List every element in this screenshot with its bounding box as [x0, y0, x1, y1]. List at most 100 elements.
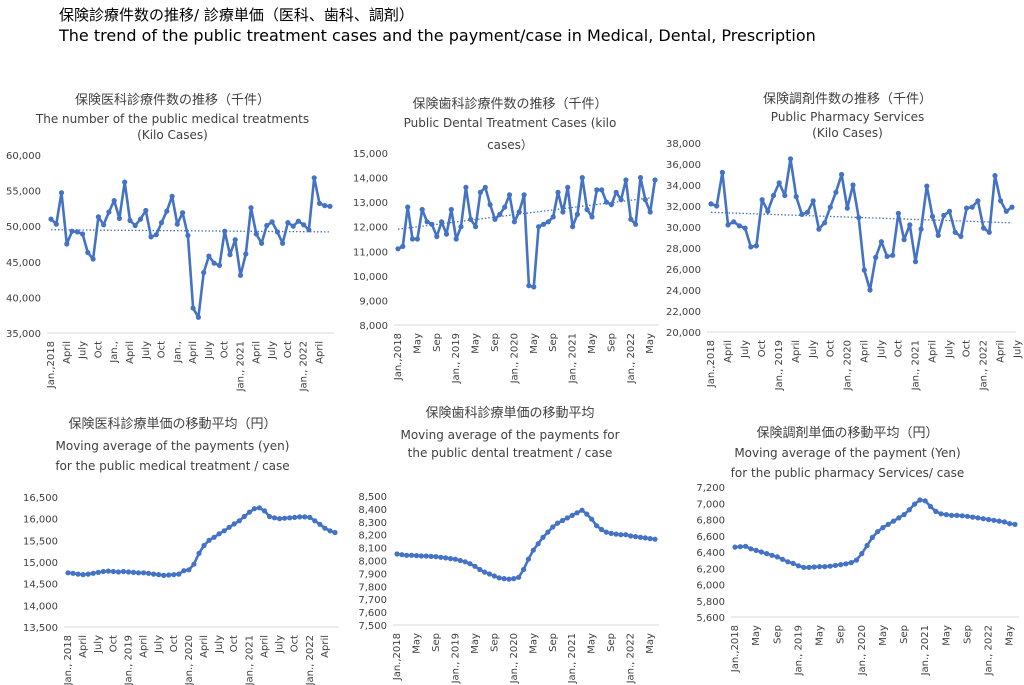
dental-cases-point — [647, 209, 653, 215]
pharmacy-cases-point — [992, 173, 998, 179]
dental-payment-point — [447, 556, 454, 562]
pharmacy-payment-point — [732, 544, 738, 550]
dental-payment-point — [467, 561, 473, 567]
dental-payment-point — [404, 552, 410, 558]
medical-cases-point — [243, 251, 249, 257]
pharmacy-cases-point — [833, 189, 839, 195]
pharmacy-payment-point — [975, 515, 981, 521]
pharmacy-payment-ytick-label: 6,200 — [696, 564, 725, 575]
dental-payment-ytick-label: 8,300 — [358, 518, 387, 529]
pharmacy-payment-point — [764, 551, 770, 557]
medical-cases-ytick-label: 45,000 — [6, 258, 41, 269]
medical-cases-point — [122, 179, 128, 185]
pharmacy-payment-point — [933, 508, 939, 514]
pharmacy-payment-point — [917, 497, 923, 503]
pharmacy-payment-ytick-label: 6,600 — [696, 532, 725, 543]
dental-payment-point — [579, 507, 585, 513]
dental-payment-xtick-label: Sep — [431, 633, 442, 652]
dental-payment-point — [594, 523, 600, 529]
pharmacy-cases-point — [748, 244, 754, 250]
pharmacy-cases-point — [839, 171, 845, 178]
medical-cases-panel: 保険医科診療件数の推移（千件） The number of the public … — [0, 85, 345, 390]
pharmacy-payment-point — [896, 515, 902, 521]
pharmacy-cases-point — [935, 232, 941, 238]
pharmacy-cases-ytick-label: 24,000 — [666, 286, 701, 297]
dental-payment-point — [559, 517, 566, 524]
dental-payment-ytick-label: 7,700 — [358, 595, 387, 606]
pharmacy-payment-point — [906, 507, 912, 513]
medical-cases-xtick-label: April — [188, 341, 199, 364]
pharmacy-cases-ytick-label: 22,000 — [666, 307, 701, 318]
medical-cases-xtick-label: April — [62, 341, 73, 364]
pharmacy-payment-xtick-label: Jan., 2019 — [793, 625, 804, 676]
dental-payment-point — [550, 524, 556, 530]
pharmacy-cases-point — [890, 252, 896, 258]
pharmacy-payment-xtick-label: May — [1005, 625, 1016, 646]
pharmacy-payment-xtick-label: Sep — [772, 625, 783, 644]
medical-payment-point — [226, 524, 232, 530]
medical-payment-point — [176, 571, 182, 577]
medical-payment-xtick-label: April — [78, 635, 89, 658]
dental-cases-point — [574, 211, 581, 217]
medical-cases-point — [322, 203, 328, 209]
medical-cases-point — [316, 200, 323, 206]
dental-cases-point — [473, 224, 479, 230]
pharmacy-cases-series-line — [710, 157, 1013, 292]
pharmacy-cases-point — [770, 192, 777, 199]
pharmacy-payment-title-line-0: 保険調剤単価の移動平均（円） — [756, 426, 939, 441]
pharmacy-payment-point — [748, 546, 754, 552]
medical-cases-point — [48, 216, 54, 222]
pharmacy-cases-panel: 保険調剤件数の推移（千件） Public Pharmacy Services (Ki… — [675, 85, 1020, 390]
dental-cases-point — [453, 236, 459, 242]
pharmacy-cases-point — [924, 183, 930, 189]
pharmacy-cases-point — [964, 205, 970, 211]
pharmacy-payment-point — [901, 511, 907, 518]
pharmacy-cases-xtick-label: April — [859, 340, 870, 363]
dental-cases-ytick-label: 10,000 — [353, 272, 388, 283]
dental-payment-point — [428, 553, 434, 560]
pharmacy-cases-point — [708, 201, 714, 207]
medical-cases-point — [132, 222, 138, 229]
medical-payment-title-line-0: 保険医科診療単価の移動平均（円） — [68, 417, 277, 432]
pharmacy-payment-xtick-label: Jan., 2022 — [984, 625, 995, 676]
dental-cases-xtick-label: Jan., 2021 — [568, 333, 579, 384]
pharmacy-payment-point — [816, 564, 823, 570]
medical-payment-point — [241, 513, 247, 520]
dental-cases-point — [555, 189, 561, 195]
pharmacy-cases-title-line-2: (Kilo Cases) — [812, 126, 883, 140]
dental-payment-point — [642, 535, 648, 541]
pharmacy-cases-point — [753, 243, 760, 249]
medical-payment-point — [251, 506, 257, 512]
medical-cases-xtick-label: Oct — [220, 341, 231, 358]
medical-payment-xtick-label: Oct — [108, 635, 119, 652]
medical-payment-xtick-label: April — [320, 635, 331, 658]
pharmacy-payment-point — [986, 516, 992, 523]
dental-payment-xtick-label: Sep — [489, 633, 500, 652]
dental-payment-xtick-label: Jan., 2022 — [626, 633, 637, 684]
medical-payment-point — [236, 518, 242, 524]
medical-cases-point — [295, 218, 301, 224]
pharmacy-payment-ytick-label: 6,800 — [696, 516, 725, 527]
medical-cases-point — [90, 256, 96, 262]
dental-payment-xtick-label: Jan.,2018 — [392, 633, 403, 681]
dental-payment-point — [472, 563, 478, 569]
dental-cases-point — [545, 219, 551, 225]
dental-payment-point — [486, 571, 493, 577]
pharmacy-cases-point — [981, 225, 987, 231]
pharmacy-cases-ytick-label: 38,000 — [666, 139, 701, 150]
dental-cases-xtick-label: May — [471, 333, 482, 354]
pharmacy-cases-ytick-label: 34,000 — [666, 181, 701, 192]
page-title-jp: 保険診療件数の推移/ 診療単価（医科、歯科、調剤） — [59, 6, 414, 24]
medical-payment-point — [271, 515, 278, 521]
pharmacy-payment-point — [769, 552, 775, 558]
medical-payment-xtick-label: July — [154, 635, 165, 654]
medical-payment-point — [90, 570, 96, 576]
dental-payment-xtick-label: Jan., 2021 — [567, 633, 578, 684]
dental-payment-point — [623, 532, 629, 538]
medical-cases-point — [53, 221, 59, 227]
dental-payment-point — [438, 554, 444, 560]
dental-cases-xtick-label: Jan., 2019 — [451, 333, 462, 384]
dental-cases-xtick-label: May — [529, 333, 540, 354]
dental-cases-point — [603, 199, 610, 205]
